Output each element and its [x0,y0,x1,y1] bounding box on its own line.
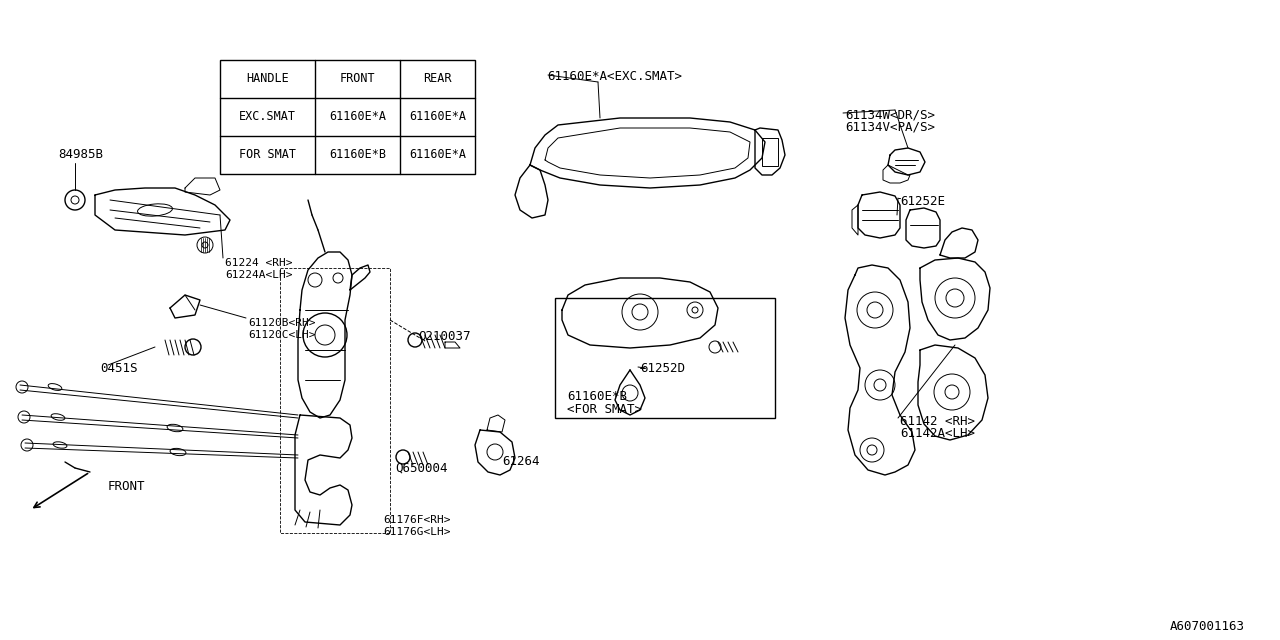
Text: 61252E: 61252E [900,195,945,208]
Text: 61160E*A<EXC.SMAT>: 61160E*A<EXC.SMAT> [547,70,682,83]
Text: 61120B<RH>: 61120B<RH> [248,318,315,328]
Text: 61176G<LH>: 61176G<LH> [383,527,451,537]
Text: FRONT: FRONT [339,72,375,86]
Text: 61264: 61264 [502,455,539,468]
Text: Q210037: Q210037 [419,330,471,343]
Text: 61160E*A: 61160E*A [410,148,466,161]
Bar [556,298,774,418]
Text: HANDLE: HANDLE [246,72,289,86]
Text: 61176F<RH>: 61176F<RH> [383,515,451,525]
Bar [220,60,475,174]
Bar [762,138,778,166]
Text: FOR SMAT: FOR SMAT [239,148,296,161]
Text: 61142 <RH>: 61142 <RH> [900,415,975,428]
Text: 61160E*B: 61160E*B [567,390,627,403]
Text: 61224 <RH>: 61224 <RH> [225,258,293,268]
Text: 61142A<LH>: 61142A<LH> [900,427,975,440]
Text: <FOR SMAT>: <FOR SMAT> [567,403,643,416]
Text: FRONT: FRONT [108,480,146,493]
Text: A607001163: A607001163 [1170,620,1245,633]
Text: 84985B: 84985B [58,148,102,161]
Text: 61160E*A: 61160E*A [329,111,387,124]
Text: 61160E*B: 61160E*B [329,148,387,161]
Text: 61160E*A: 61160E*A [410,111,466,124]
Text: 61134W<DR/S>: 61134W<DR/S> [845,108,934,121]
Text: 61224A<LH>: 61224A<LH> [225,270,293,280]
Text: Q650004: Q650004 [396,462,448,475]
Text: 0451S: 0451S [100,362,137,375]
Text: 61134V<PA/S>: 61134V<PA/S> [845,120,934,133]
Text: 61120C<LH>: 61120C<LH> [248,330,315,340]
Bar [280,268,390,533]
Text: REAR: REAR [424,72,452,86]
Text: EXC.SMAT: EXC.SMAT [239,111,296,124]
Text: 61252D: 61252D [640,362,685,375]
